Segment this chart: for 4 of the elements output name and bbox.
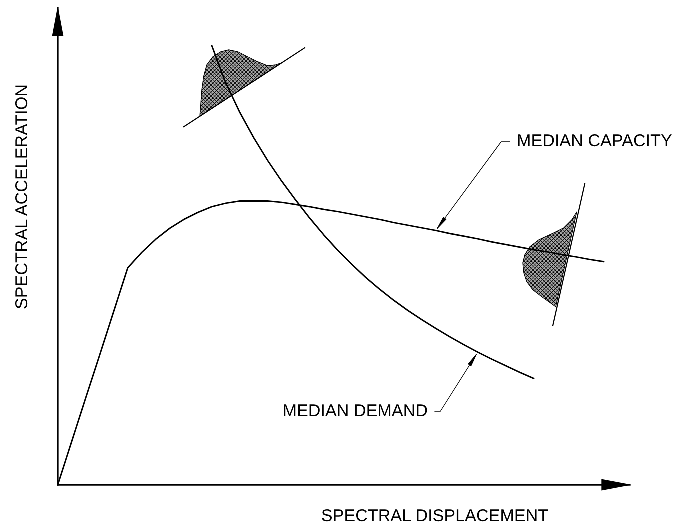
text: MEDIAN DEMAND (284, 404, 428, 416)
x-axis-title: SPECTRAL DISPLACEMENT (322, 509, 548, 522)
y-axis-title: SPECTRAL ACCELERATION (15, 86, 28, 309)
text: MEDIAN CAPACITY (518, 134, 672, 147)
